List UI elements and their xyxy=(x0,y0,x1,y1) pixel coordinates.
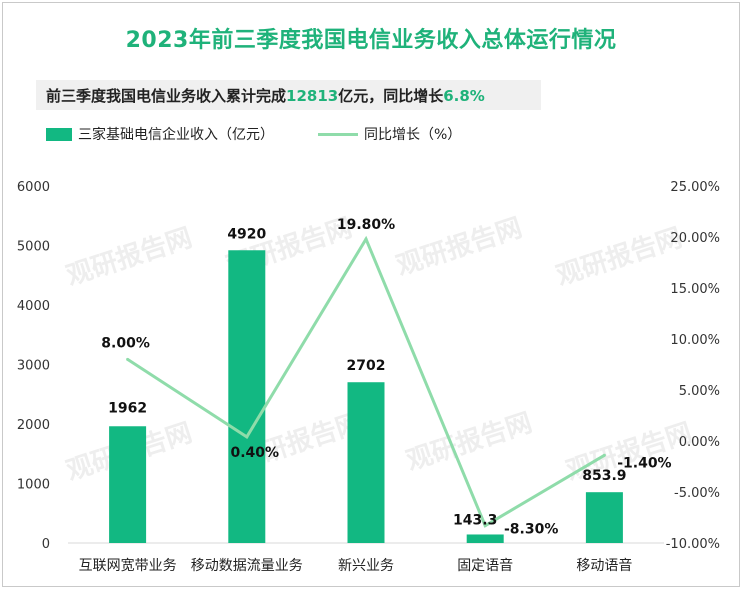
watermark-6: 观研报告网 xyxy=(403,407,536,477)
legend-line-swatch xyxy=(318,132,358,136)
growth-point-3 xyxy=(483,524,487,528)
legend-item-growth: 同比增长（%） xyxy=(318,124,461,144)
chart-subtitle: 前三季度我国电信业务收入累计完成12813亿元，同比增长6.8% xyxy=(46,85,485,106)
watermark-3: 观研报告网 xyxy=(553,222,686,292)
subtitle-growth-value: 6.8% xyxy=(443,87,485,105)
subtitle-middle: 亿元，同比增长 xyxy=(338,87,444,105)
x-category-label-0: 互联网宽带业务 xyxy=(79,557,177,574)
y-right-tick-0: -10.00% xyxy=(666,537,720,552)
bar-label-1: 4920 xyxy=(227,226,266,242)
subtitle-total-value: 12813 xyxy=(286,87,339,105)
bar-label-3: 143.3 xyxy=(453,512,497,528)
bar-0 xyxy=(109,426,147,543)
growth-label-4: -1.40% xyxy=(617,455,671,471)
growth-point-1 xyxy=(245,435,249,439)
bar-3 xyxy=(466,534,504,543)
bar-label-2: 2702 xyxy=(347,358,386,374)
watermark-2: 观研报告网 xyxy=(393,212,526,282)
y-left-tick-4: 4000 xyxy=(17,299,50,314)
growth-label-1: 0.40% xyxy=(231,445,280,461)
growth-point-2 xyxy=(364,237,368,241)
legend-item-revenue: 三家基础电信企业收入（亿元） xyxy=(46,124,274,144)
legend-bar-swatch xyxy=(46,127,72,141)
x-category-label-3: 固定语音 xyxy=(457,557,513,574)
bar-label-0: 1962 xyxy=(108,400,147,416)
legend-label-growth: 同比增长（%） xyxy=(364,127,462,143)
y-left-tick-2: 2000 xyxy=(17,418,50,433)
x-category-label-1: 移动数据流量业务 xyxy=(191,558,303,574)
y-right-tick-5: 15.00% xyxy=(670,282,720,297)
y-left-tick-3: 3000 xyxy=(17,359,50,374)
bar-label-4: 853.9 xyxy=(582,468,626,484)
growth-label-2: 19.80% xyxy=(337,217,395,233)
bar-4 xyxy=(585,492,623,543)
y-left-tick-1: 1000 xyxy=(17,478,50,493)
subtitle-box xyxy=(36,80,541,110)
y-left-tick-5: 5000 xyxy=(17,240,50,255)
legend-label-revenue: 三家基础电信企业收入（亿元） xyxy=(78,127,274,143)
y-left-tick-6: 6000 xyxy=(17,180,50,195)
subtitle-prefix: 前三季度我国电信业务收入累计完成 xyxy=(46,87,287,105)
y-right-tick-6: 20.00% xyxy=(670,231,720,246)
growth-point-4 xyxy=(602,453,606,457)
chart-title: 2023年前三季度我国电信业务收入总体运行情况 xyxy=(125,28,617,53)
watermark-0: 观研报告网 xyxy=(63,222,196,292)
y-right-tick-4: 10.00% xyxy=(670,333,720,348)
bar-1 xyxy=(228,250,266,543)
y-left-tick-0: 0 xyxy=(42,537,50,552)
y-right-tick-1: -5.00% xyxy=(674,486,720,501)
y-right-tick-3: 5.00% xyxy=(679,384,720,399)
growth-label-3: -8.30% xyxy=(504,522,558,538)
x-category-label-2: 新兴业务 xyxy=(338,558,394,574)
growth-label-0: 8.00% xyxy=(101,335,150,351)
bar-2 xyxy=(347,382,385,543)
x-category-label-4: 移动语音 xyxy=(576,557,632,574)
y-right-tick-2: 0.00% xyxy=(679,435,720,450)
growth-point-0 xyxy=(126,357,130,361)
y-right-tick-7: 25.00% xyxy=(670,180,720,195)
